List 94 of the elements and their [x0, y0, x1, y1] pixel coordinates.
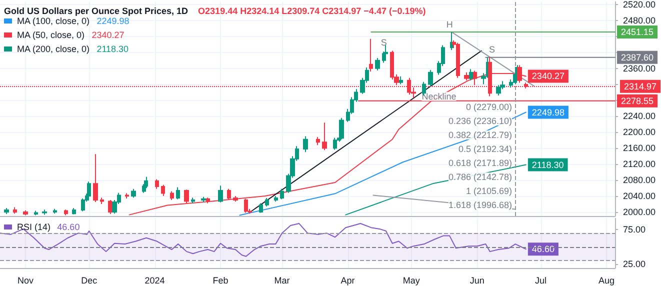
annotation: 1 (2105.69) — [466, 186, 512, 196]
data-label: 2340.27 — [532, 71, 564, 82]
candlestick — [265, 198, 269, 207]
candlestick — [303, 136, 308, 153]
annotation: S — [380, 37, 387, 48]
text: O2319.44 H2324.14 L2309.74 C2314.97 −4.47 (−0.19%) — [198, 6, 426, 16]
candlestick — [170, 190, 174, 201]
y-tick-label: 2040.00 — [623, 191, 656, 202]
candlestick — [125, 192, 129, 199]
candlestick — [259, 202, 263, 214]
candlestick — [274, 196, 278, 202]
annotation: 0.618 (2171.89) — [448, 158, 512, 168]
legend-label: MA (50, close, 0) — [17, 30, 85, 40]
y-tick-label: 25.00 — [623, 258, 646, 269]
candlestick — [4, 208, 9, 215]
text: 2249.98 — [96, 16, 130, 26]
annotation: H — [446, 20, 453, 30]
candlestick — [87, 181, 91, 198]
candlestick — [469, 68, 473, 81]
candlestick — [218, 185, 223, 203]
annotation: 0.382 (2212.79) — [448, 130, 512, 140]
candlestick — [23, 210, 28, 216]
ref-line-label: 2314.97 — [624, 81, 657, 92]
candlestick — [339, 117, 344, 140]
candlestick — [64, 209, 68, 216]
x-tick-label: Dec — [81, 276, 98, 286]
candlestick — [233, 196, 238, 202]
legend-label: MA (200, close, 0) — [17, 44, 90, 54]
data-label: 2249.98 — [532, 107, 564, 118]
candlestick — [428, 69, 433, 87]
y-tick-label: 2000.00 — [623, 207, 656, 218]
data-label: 2387.60 — [621, 52, 654, 62]
candlestick — [496, 84, 501, 96]
annotation: S — [488, 44, 496, 54]
candlestick — [131, 188, 136, 198]
text: 2340.27 — [92, 30, 124, 40]
annotation: Neckline — [422, 91, 456, 102]
text: 46.60 — [57, 222, 80, 232]
candlestick — [316, 136, 320, 146]
candlestick — [42, 209, 47, 216]
annotation: 0.786 (2142.78) — [448, 172, 512, 182]
x-tick-label: Feb — [212, 276, 228, 286]
legend-label: RSI (14) — [17, 222, 51, 232]
annotation: 0.5 (2192.34) — [458, 144, 512, 154]
candlestick — [144, 176, 148, 189]
y-tick-label: 2360.00 — [623, 63, 656, 74]
x-tick-label: 2024 — [144, 276, 165, 286]
candlestick — [184, 189, 189, 204]
x-tick-label: Apr — [340, 276, 355, 286]
y-tick-label: 75.00 — [623, 224, 646, 235]
candlestick — [369, 38, 373, 72]
x-tick-label: Aug — [598, 276, 615, 286]
candlestick — [53, 208, 57, 214]
candlestick — [456, 42, 460, 78]
x-tick-label: May — [402, 276, 420, 286]
candlestick — [322, 122, 327, 151]
x-tick-label: Jun — [470, 276, 484, 286]
candlestick — [81, 198, 85, 212]
y-tick-label: 2120.00 — [623, 159, 656, 170]
annotation: 0 (2279.00) — [466, 102, 512, 112]
y-tick-label: 2520.00 — [623, 0, 656, 10]
text: Gold US Dollars per Ounce Spot Prices, 1D — [4, 6, 189, 16]
x-tick-label: Mar — [274, 276, 290, 286]
y-tick-label: 2080.00 — [623, 175, 656, 186]
candlestick — [155, 178, 159, 190]
annotation: 0.236 (2236.10) — [448, 116, 512, 126]
candlestick — [93, 154, 98, 203]
data-label: 2118.30 — [532, 160, 564, 170]
candlestick — [108, 200, 112, 215]
candlestick — [206, 197, 210, 204]
candlestick — [13, 206, 17, 214]
candlestick — [191, 197, 195, 204]
y-tick-label: 2160.00 — [623, 143, 656, 154]
text: 2118.30 — [96, 44, 129, 54]
y-tick-label: 2240.00 — [623, 111, 656, 122]
candlestick — [333, 137, 337, 150]
data-label: 2451.15 — [621, 26, 654, 37]
candlestick — [34, 210, 38, 216]
candlestick — [100, 197, 104, 205]
candlestick — [161, 184, 165, 197]
data-label: 2278.55 — [621, 96, 654, 106]
candlestick — [201, 196, 206, 203]
candlestick — [399, 76, 403, 85]
x-tick-label: Jul — [535, 276, 547, 286]
candlestick — [375, 57, 380, 71]
legend-label: MA (100, close, 0) — [17, 16, 90, 26]
candlestick — [227, 188, 231, 201]
candlestick — [72, 208, 76, 215]
candlestick — [280, 188, 284, 200]
x-tick-label: Nov — [17, 276, 34, 286]
y-tick-label: 2480.00 — [623, 15, 656, 26]
candlestick — [176, 186, 180, 200]
y-tick-label: 2200.00 — [623, 127, 656, 138]
annotation: 1.618 (1996.68) — [448, 200, 512, 210]
